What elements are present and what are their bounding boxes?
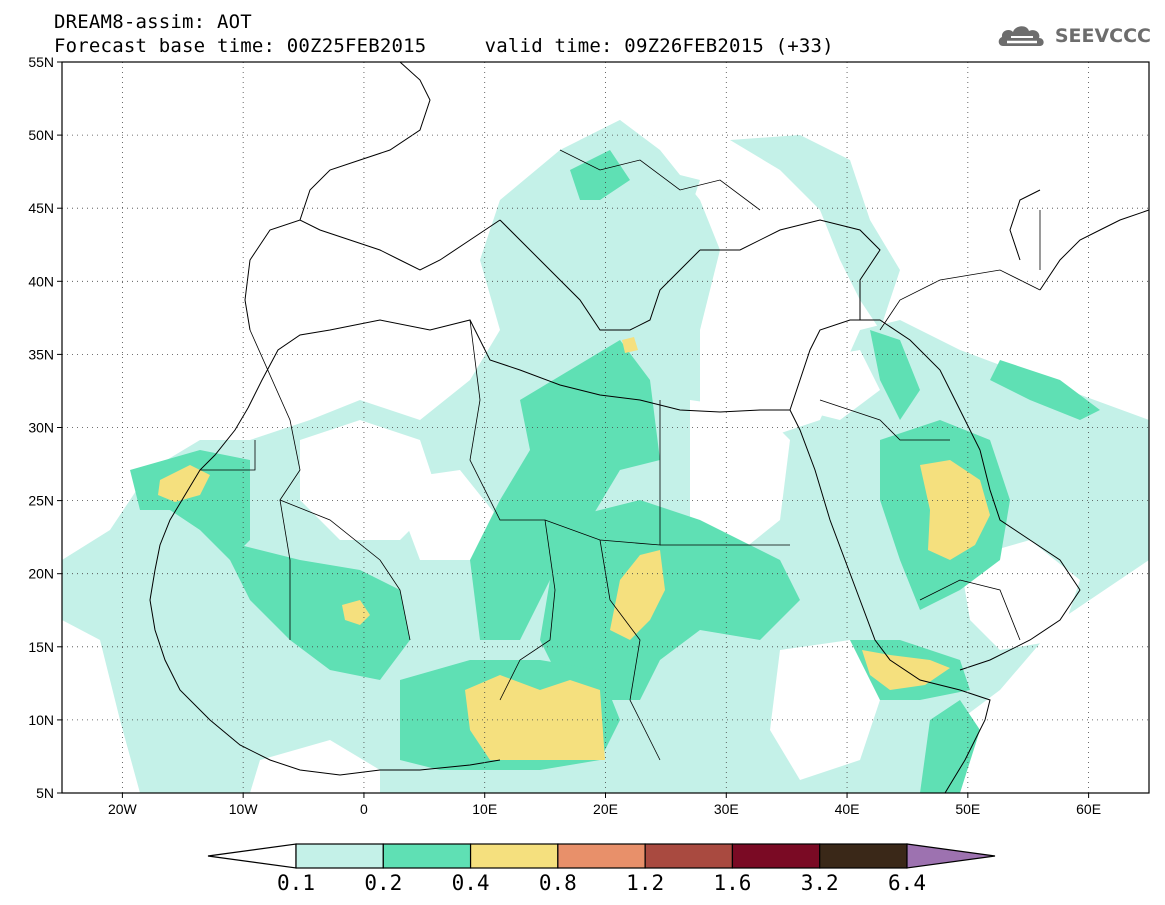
colorbar-label: 1.2 [626,871,664,895]
seevccc-logo: SEEVCCC [997,22,1151,50]
lon-tick-label: 0 [360,801,368,817]
colorbar-swatch [644,843,734,869]
lon-tick-label: 30E [714,801,739,817]
colorbar-label: 1.6 [713,871,751,895]
colorbar-swatch [557,843,646,869]
lat-tick-label: 30N [28,420,54,436]
lon-tick-label: 40E [835,801,860,817]
aot-gap-arabia-north [800,350,880,420]
aot-region-medium-mali [220,540,410,680]
colorbar-label: 0.8 [539,871,577,895]
cloud-logo-icon [998,26,1044,46]
lat-tick-label: 40N [28,273,54,289]
political-borders [200,149,1041,761]
aot-region-medium-central-sahara [470,340,660,640]
aot-region-high-chad [610,550,665,640]
lat-tick-label: 50N [28,127,54,143]
colorbar-swatch [731,843,821,869]
lon-tick-label: 20E [593,801,618,817]
colorbar-swatch [819,843,908,869]
aot-gap-guinea [62,620,140,793]
lat-tick-label: 5N [36,785,54,801]
lat-tick-label: 10N [28,712,54,728]
lon-tick-label: 50E [955,801,980,817]
aot-gap-sahara-central [390,470,500,560]
colorbar-min-triangle [207,843,297,869]
aot-gap-egypt [690,400,790,560]
colorbar-label: 0.1 [277,871,315,895]
lon-tick-label: 20W [108,801,138,817]
lat-tick-label: 35N [28,346,54,362]
colorbar-label: 3.2 [801,871,839,895]
colorbar-label: 0.4 [452,871,490,895]
colorbar-swatch [469,843,559,869]
lat-tick-label: 45N [28,200,54,216]
lat-tick-label: 20N [28,566,54,582]
aot-region-high-cameroon [465,675,605,760]
aot-region-medium-persia [990,360,1100,420]
aot-field-layer [62,62,1149,793]
colorbar-swatch [295,843,384,869]
aot-region-medium-mauritania [130,450,250,560]
aot-region-high-gulf [920,460,990,560]
lon-tick-label: 60E [1076,801,1101,817]
aot-region-medium-somalia [920,700,980,793]
aot-region-medium-iraq [870,330,920,420]
forecast-time-line: Forecast base time: 00Z25FEB2015 valid t… [54,35,834,57]
logo-text: SEEVCCC [1054,25,1151,47]
colorbar: 0.1 0.2 0.4 0.8 1.2 1.6 3.2 6.4 [207,843,996,895]
colorbar-label: 6.4 [888,871,926,895]
aot-region-medium-chad-sudan [540,500,800,700]
colorbar-max-triangle [906,843,996,869]
aot-region-high-mali [342,600,370,625]
axis-labels: 55N 50N 45N 40N 35N 30N 25N 20N 15N 10N 5N 20W 10W 0 1… [28,54,1101,817]
colorbar-label: 0.2 [364,871,402,895]
map-title: DREAM8-assim: AOT [54,11,252,33]
lon-tick-label: 10W [229,801,259,817]
aot-gap-gulf-guinea [250,740,380,793]
map-title-block: DREAM8-assim: AOT Forecast base time: 00… [54,10,834,58]
lat-tick-label: 25N [28,493,54,509]
aot-region-high-yemen [862,650,950,690]
graticule [62,62,1149,793]
lon-tick-label: 10E [472,801,497,817]
lat-tick-label: 15N [28,639,54,655]
lat-tick-label: 55N [28,54,54,70]
aot-gap-ethiopia [770,640,880,780]
colorbar-swatch [382,843,472,869]
coastlines [149,62,1149,793]
aot-region-high-crete [622,337,638,353]
aot-region-light-north [580,120,700,210]
